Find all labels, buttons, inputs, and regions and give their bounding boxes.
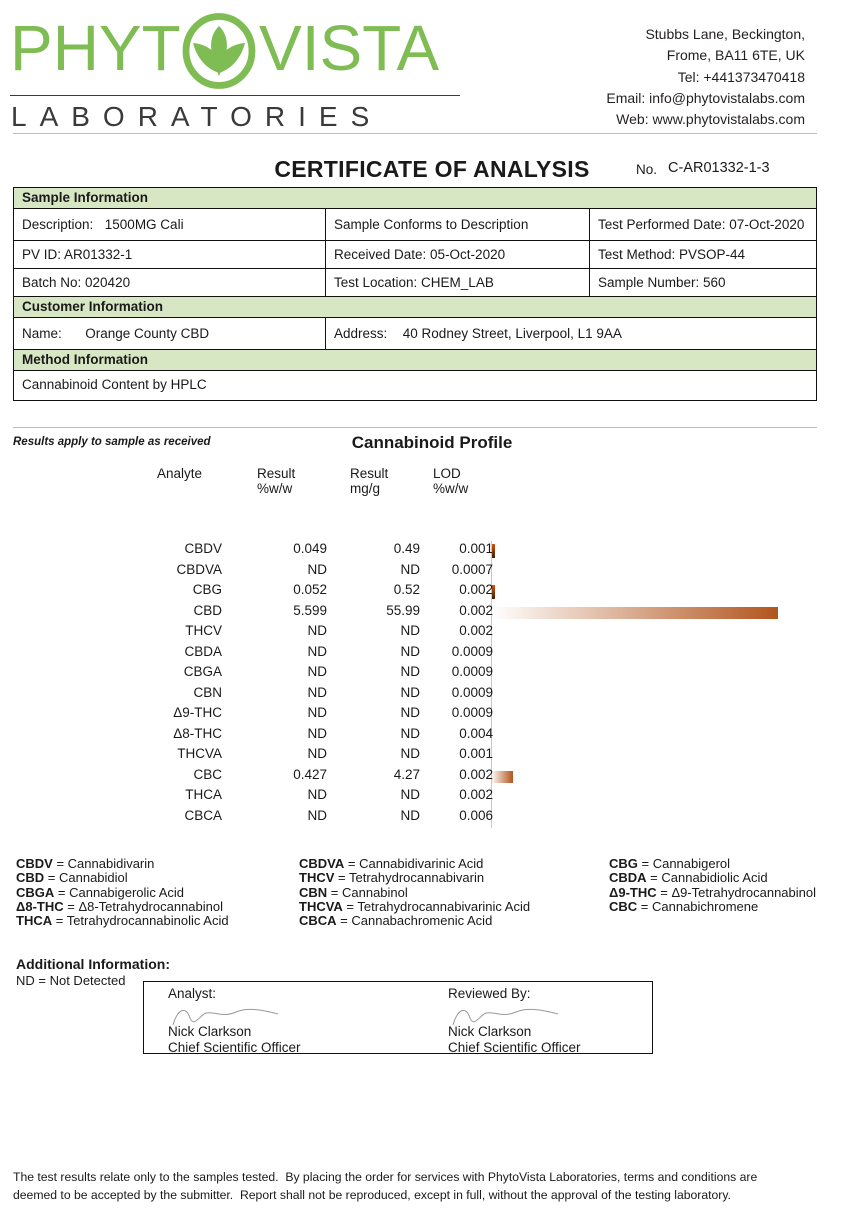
svg-text:VISTA: VISTA <box>259 12 440 84</box>
svg-text:PHYT: PHYT <box>10 12 181 84</box>
